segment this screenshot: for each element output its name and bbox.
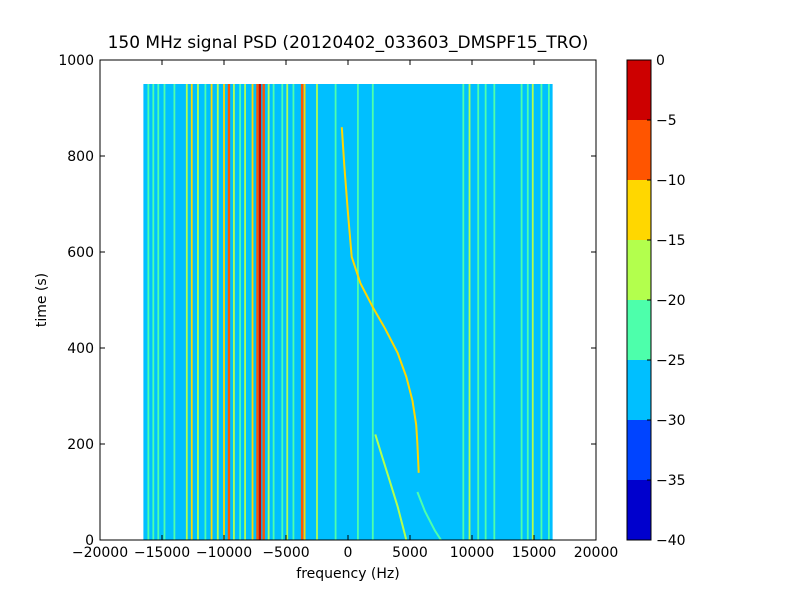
x-tick-label: 0	[344, 545, 353, 561]
x-tick-label: 15000	[512, 545, 557, 561]
chart-title: 150 MHz signal PSD (20120402_033603_DMSP…	[108, 33, 589, 53]
colorbar-band	[627, 120, 651, 180]
y-tick-label: 200	[67, 437, 94, 453]
colorbar-tick-label: −35	[656, 473, 686, 489]
colorbar-tick-label: −30	[656, 413, 686, 429]
colorbar-tick-label: −5	[656, 113, 677, 129]
y-tick-label: 0	[85, 533, 94, 549]
x-tick-label: 10000	[450, 545, 495, 561]
doppler-trace	[374, 434, 408, 540]
x-tick-label: −20000	[72, 545, 128, 561]
colorbar: 0 −5 −10 −15 −20 −25 −30 −35 −40	[626, 53, 686, 549]
colorbar-band	[627, 360, 651, 420]
y-axis-label: time (s)	[34, 273, 50, 327]
colorbar-tick-label: −20	[656, 293, 686, 309]
x-tick-label: 20000	[574, 545, 619, 561]
y-tick-label: 400	[67, 341, 94, 357]
colorbar-tick-label: −25	[656, 353, 686, 369]
doppler-trace	[416, 491, 442, 540]
colorbar-band	[627, 300, 651, 360]
colorbar-tick-label: −10	[656, 173, 686, 189]
colorbar-tick-label: 0	[656, 53, 665, 69]
colorbar-band	[627, 240, 651, 300]
x-tick-label: −5000	[262, 545, 309, 561]
y-tick-label: 1000	[58, 53, 94, 69]
x-tick-label: −15000	[134, 545, 190, 561]
y-tick-label: 800	[67, 149, 94, 165]
spectrogram-plot-area	[143, 84, 553, 540]
colorbar-tick-label: −40	[656, 533, 686, 549]
colorbar-band	[627, 180, 651, 240]
y-axis: 0 200 400 600 800 1000	[58, 53, 596, 549]
x-axis: −20000 −15000 −10000 −5000 0 5000 10000 15000 20…	[72, 60, 618, 561]
x-axis-label: frequency (Hz)	[296, 566, 399, 582]
colorbar-band	[627, 480, 651, 540]
x-tick-label: −10000	[196, 545, 252, 561]
colorbar-tick-label: −15	[656, 233, 686, 249]
colorbar-band	[627, 420, 651, 480]
y-tick-label: 600	[67, 245, 94, 261]
x-tick-label: 5000	[392, 545, 428, 561]
doppler-trace	[340, 127, 420, 473]
colorbar-band	[627, 60, 651, 120]
